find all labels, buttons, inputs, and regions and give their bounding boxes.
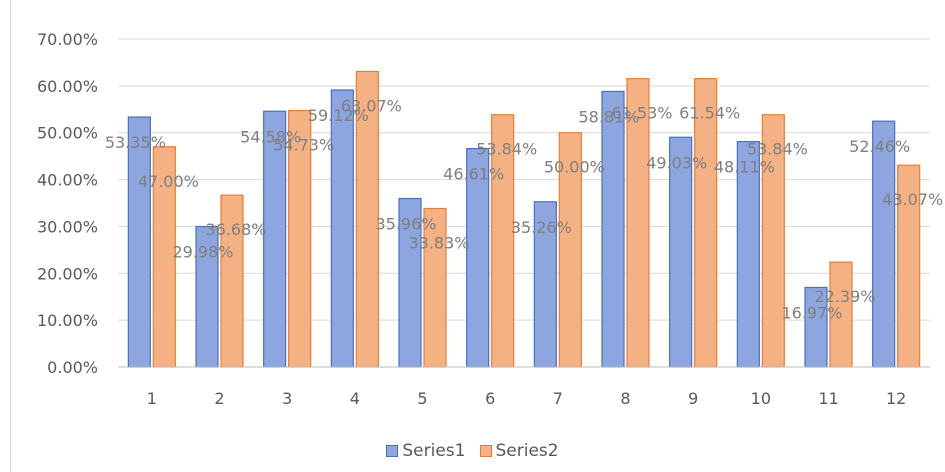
data-label-series2: 33.83%: [408, 233, 469, 252]
axis-layer: 0.00% 10.00% 20.00% 30.00% 40.00% 50.00% 60.00…: [37, 30, 930, 408]
data-label-series2: 61.53%: [611, 104, 672, 123]
data-label-series2: 53.84%: [747, 140, 808, 159]
series1-label: Series1: [402, 441, 466, 461]
bar-series1-cat12: [872, 120, 896, 368]
bar-series1-cat4: [330, 89, 354, 368]
labels-layer: 53.35% 47.00% 29.98% 36.68% 54.58%54.73% 59.1…: [105, 96, 943, 322]
y-tick-label: 0.00%: [47, 358, 98, 377]
data-label-series1: 59.12%: [308, 106, 369, 125]
x-tick-label: 11: [818, 389, 838, 408]
x-tick-label: 4: [350, 389, 360, 408]
y-tick-label: 20.00%: [37, 264, 98, 283]
bars-layer: [127, 70, 921, 368]
series2-label: Series2: [495, 441, 559, 461]
data-label-series2: 36.68%: [205, 220, 266, 239]
legend-item-series1: Series1: [386, 441, 466, 461]
data-label-series1: 49.03%: [646, 153, 707, 172]
data-label-series2: 50.00%: [544, 158, 605, 177]
data-label-series2: 61.54%: [679, 104, 740, 123]
x-tick-label: 1: [147, 389, 157, 408]
data-label-series1: 53.35%: [105, 133, 166, 152]
x-tick-label: 8: [620, 389, 630, 408]
legend-item-series2: Series2: [479, 441, 559, 461]
data-label-series1: 29.98%: [172, 243, 233, 262]
series1-swatch: [386, 445, 399, 457]
x-tick-label: 7: [553, 389, 563, 408]
data-label-series2: 53.84%: [476, 140, 537, 159]
x-tick-label: 12: [886, 389, 906, 408]
x-tick-label: 10: [751, 389, 771, 408]
data-label-series2: 54.73%: [273, 136, 334, 155]
x-tick-label: 5: [417, 389, 427, 408]
y-tick-label: 50.00%: [37, 124, 98, 143]
data-label-series1: 52.46%: [849, 137, 910, 156]
x-tick-label: 6: [485, 389, 495, 408]
data-label-series1: 54.58%: [240, 127, 301, 146]
grid-layer: [118, 38, 930, 321]
data-label-series1: 46.61%: [443, 165, 504, 184]
x-tick-label: 2: [214, 389, 224, 408]
y-tick-label: 40.00%: [37, 171, 98, 190]
x-tick-label: 3: [282, 389, 292, 408]
data-label-series2: 63.07%: [341, 96, 402, 115]
bar-series1-cat1: [127, 116, 151, 368]
y-tick-label: 10.00%: [37, 311, 98, 330]
data-label-series1: 16.97%: [781, 303, 842, 322]
y-tick-label: 70.00%: [37, 30, 98, 49]
y-tick-label: 60.00%: [37, 77, 98, 96]
x-tick-label: 9: [688, 389, 698, 408]
legend: Series1 Series2: [0, 441, 945, 461]
data-label-series1: 35.26%: [511, 218, 572, 237]
data-label-series1: 35.96%: [375, 215, 436, 234]
data-label-series2: 43.07%: [882, 190, 943, 209]
y-tick-label: 30.00%: [37, 217, 98, 236]
bar-series1-cat8: [601, 90, 625, 368]
series2-swatch: [479, 445, 492, 457]
data-label-series1: 48.11%: [714, 158, 775, 177]
data-label-series1: 58.81%: [578, 107, 639, 126]
data-label-series2: 47.00%: [138, 172, 199, 191]
chart-frame-line: [10, 0, 11, 472]
data-label-series2: 22.39%: [814, 287, 875, 306]
